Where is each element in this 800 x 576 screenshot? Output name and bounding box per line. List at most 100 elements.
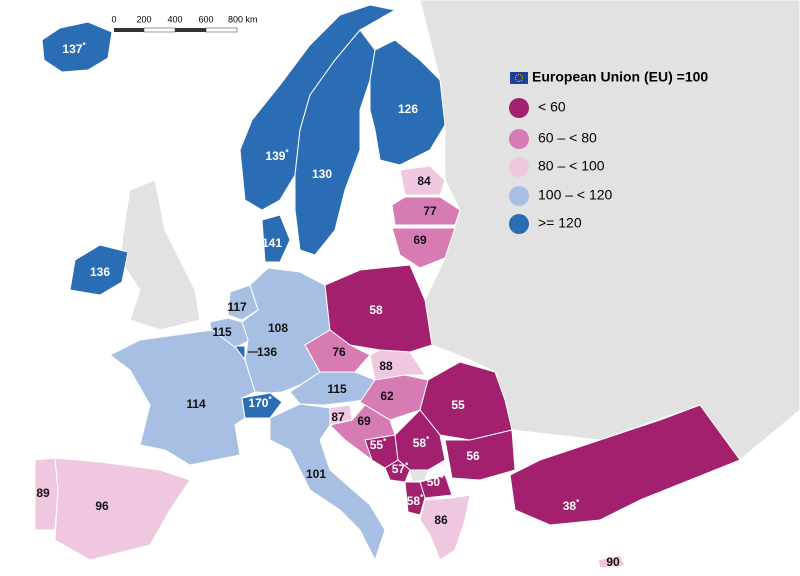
region-label: 141 xyxy=(262,236,282,250)
region xyxy=(444,429,516,481)
region-note: * xyxy=(268,395,272,404)
region-label: 115 xyxy=(327,382,347,396)
region-note: * xyxy=(383,437,387,446)
legend-title: European Union (EU) =100 xyxy=(532,69,708,85)
region-note: * xyxy=(426,435,430,444)
region-label: 55 xyxy=(451,398,465,412)
region-label: 170* xyxy=(248,395,272,411)
legend-swatch xyxy=(509,186,529,206)
region-value: 170 xyxy=(248,396,268,410)
scale-label: 0 xyxy=(111,14,116,24)
legend: European Union (EU) =100 < 60 60 – < 80 80… xyxy=(509,69,708,234)
region-label: 58 xyxy=(369,303,383,317)
region xyxy=(369,39,446,166)
region-value: 126 xyxy=(398,102,418,116)
region-label: 62 xyxy=(380,389,394,403)
region xyxy=(41,21,113,73)
region xyxy=(399,165,446,196)
scale-labels: 0 200 400 600 800 km xyxy=(111,14,257,24)
region xyxy=(597,554,626,569)
legend-label: < 60 xyxy=(538,99,566,115)
region-value: 114 xyxy=(186,397,206,411)
region-value: 117 xyxy=(227,300,247,314)
region-label: 137* xyxy=(62,41,86,57)
region xyxy=(509,404,741,526)
legend-swatch xyxy=(509,129,529,149)
region-label: 136 xyxy=(90,265,110,279)
region-label: 69 xyxy=(357,414,371,428)
region-label: 126 xyxy=(398,102,418,116)
region-value: 88 xyxy=(379,359,393,373)
region-value: 62 xyxy=(380,389,394,403)
legend-label: >= 120 xyxy=(538,215,582,231)
region-value: 77 xyxy=(423,204,437,218)
region-label: 117 xyxy=(227,300,247,314)
region xyxy=(384,459,411,483)
legend-label: 60 – < 80 xyxy=(538,130,597,146)
region-label: 77 xyxy=(423,204,437,218)
region-label: 101 xyxy=(306,467,326,481)
region-note: * xyxy=(285,148,289,157)
region-value: 57 xyxy=(392,462,406,476)
region-value: 56 xyxy=(466,449,480,463)
region xyxy=(241,392,283,419)
region xyxy=(241,267,331,394)
region-value: 58 xyxy=(407,494,421,508)
legend-label: 80 – < 100 xyxy=(538,158,605,174)
region-label: 58* xyxy=(413,435,430,451)
region-label: 76 xyxy=(332,345,346,359)
legend-swatch xyxy=(509,157,529,177)
region-label: 69 xyxy=(413,233,427,247)
region-value: 87 xyxy=(331,410,345,424)
region-note: * xyxy=(420,493,424,502)
region-label: 89 xyxy=(36,486,50,500)
region-label: 50* xyxy=(427,474,444,490)
region xyxy=(391,196,461,226)
region-label: 55* xyxy=(370,437,387,453)
region-label: 130 xyxy=(312,167,332,181)
region-label: 114 xyxy=(186,397,206,411)
region xyxy=(294,29,376,256)
region-value: 137 xyxy=(62,42,82,56)
legend-swatch xyxy=(509,214,529,234)
region xyxy=(419,494,471,561)
region-label: 86 xyxy=(434,513,448,527)
region-note: * xyxy=(440,474,444,483)
region-value: 96 xyxy=(95,499,109,513)
region-value: 69 xyxy=(413,233,427,247)
region-label: 57* xyxy=(392,461,409,477)
region-value: 139 xyxy=(265,149,285,163)
region-label: 87 xyxy=(331,410,345,424)
scale-seg xyxy=(205,27,238,33)
region xyxy=(269,403,386,562)
region xyxy=(109,329,256,466)
eu-flag xyxy=(510,72,528,84)
region-value: 101 xyxy=(306,467,326,481)
scale-label: 800 km xyxy=(228,14,258,24)
legend-label: 100 – < 120 xyxy=(538,187,613,203)
region xyxy=(54,457,191,561)
region-value: 58 xyxy=(413,436,427,450)
region-label: 88 xyxy=(379,359,393,373)
region xyxy=(69,244,129,296)
region-label: 90 xyxy=(606,555,620,569)
region-value: 38 xyxy=(563,499,577,513)
region-label: 115 xyxy=(212,325,232,339)
scale-label: 200 xyxy=(136,14,151,24)
region-value: 89 xyxy=(36,486,50,500)
region-value: 86 xyxy=(434,513,448,527)
region-value: 55 xyxy=(370,438,384,452)
region-value: 76 xyxy=(332,345,346,359)
region xyxy=(227,284,259,321)
region-value: 108 xyxy=(268,321,288,335)
region-value: 141 xyxy=(262,236,282,250)
region-label: 136 xyxy=(257,345,277,359)
region-note: * xyxy=(405,461,409,470)
legend-swatch xyxy=(509,98,529,118)
region xyxy=(391,227,456,269)
region-label: 84 xyxy=(417,174,431,188)
scale-seg xyxy=(175,28,206,32)
region-label: 108 xyxy=(268,321,288,335)
scale-label: 600 xyxy=(198,14,213,24)
